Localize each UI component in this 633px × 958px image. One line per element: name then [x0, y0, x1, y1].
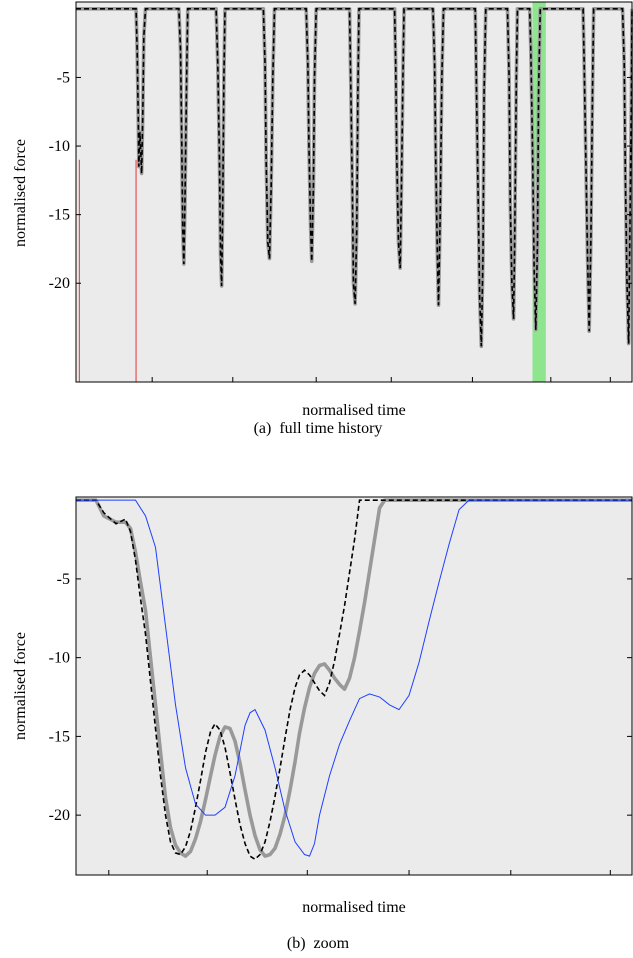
chart-zoom: -5 -10 -15 -20 normalised force normalised …	[12, 496, 633, 952]
y-tick-label: -10	[49, 650, 70, 667]
plot-area-frame	[75, 1, 633, 383]
y-axis-label: normalised force	[12, 632, 29, 740]
y-tick-label: -20	[49, 807, 70, 824]
y-tick-label: -15	[49, 207, 70, 224]
y-tick-label: -5	[57, 69, 70, 86]
plot-area-background	[76, 497, 632, 875]
chart-full-time-history: -5 -10 -15 -20 normalised force normalised …	[12, 1, 633, 437]
x-axis-label: normalised time	[302, 402, 406, 419]
b-series-line-2	[76, 499, 632, 857]
x-axis-label: normalised time	[302, 899, 406, 916]
y-axis-label: normalised force	[12, 139, 29, 247]
b-series-line-1	[76, 499, 632, 861]
y-tick-label: -20	[49, 275, 70, 292]
a-series-line-1	[76, 8, 633, 347]
y-tick-label: -15	[49, 728, 70, 745]
plot-area-frame	[75, 496, 633, 876]
y-tick-label: -10	[49, 138, 70, 155]
panel-caption-a: (a) full time history	[254, 420, 383, 437]
y-tick-label: -5	[57, 571, 70, 588]
panel-caption-b: (b) zoom	[287, 935, 350, 952]
